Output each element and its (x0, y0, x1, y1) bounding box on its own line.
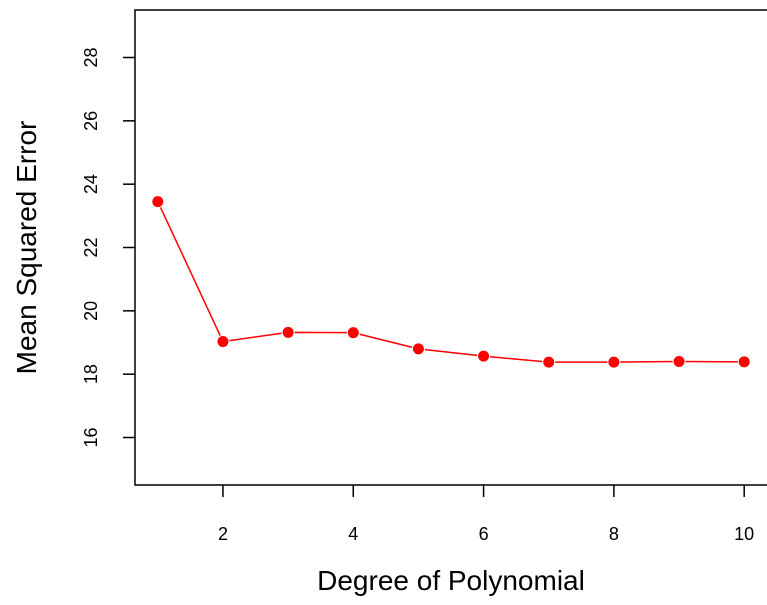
plot-frame (134, 9, 767, 486)
x-axis: 2 4 6 8 10 (218, 485, 754, 544)
x-tick-label: 4 (348, 524, 358, 544)
data-point (737, 355, 751, 369)
series-line (157, 201, 745, 363)
series-layer (151, 195, 751, 369)
data-point (672, 355, 686, 368)
x-tick-label: 10 (734, 524, 754, 544)
data-point (542, 355, 556, 369)
y-tick-label: 20 (81, 301, 101, 321)
x-tick-label: 2 (218, 524, 228, 544)
data-point (411, 342, 425, 356)
y-tick-label: 28 (81, 47, 101, 67)
data-point (346, 326, 360, 340)
y-tick-label: 26 (81, 111, 101, 131)
data-point (607, 355, 621, 369)
x-tick-label: 6 (479, 524, 489, 544)
data-point (216, 335, 230, 349)
data-point (151, 195, 165, 209)
x-axis-title: Degree of Polynomial (317, 565, 585, 596)
y-axis-title: Mean Squared Error (11, 121, 42, 375)
data-point (477, 349, 491, 363)
y-tick-label: 24 (81, 174, 101, 194)
y-tick-label: 16 (81, 427, 101, 447)
y-tick-label: 22 (81, 237, 101, 257)
y-axis: 16 18 20 22 24 26 28 (81, 47, 135, 448)
x-tick-label: 8 (609, 524, 619, 544)
y-tick-label: 18 (81, 364, 101, 384)
data-point (281, 325, 295, 339)
